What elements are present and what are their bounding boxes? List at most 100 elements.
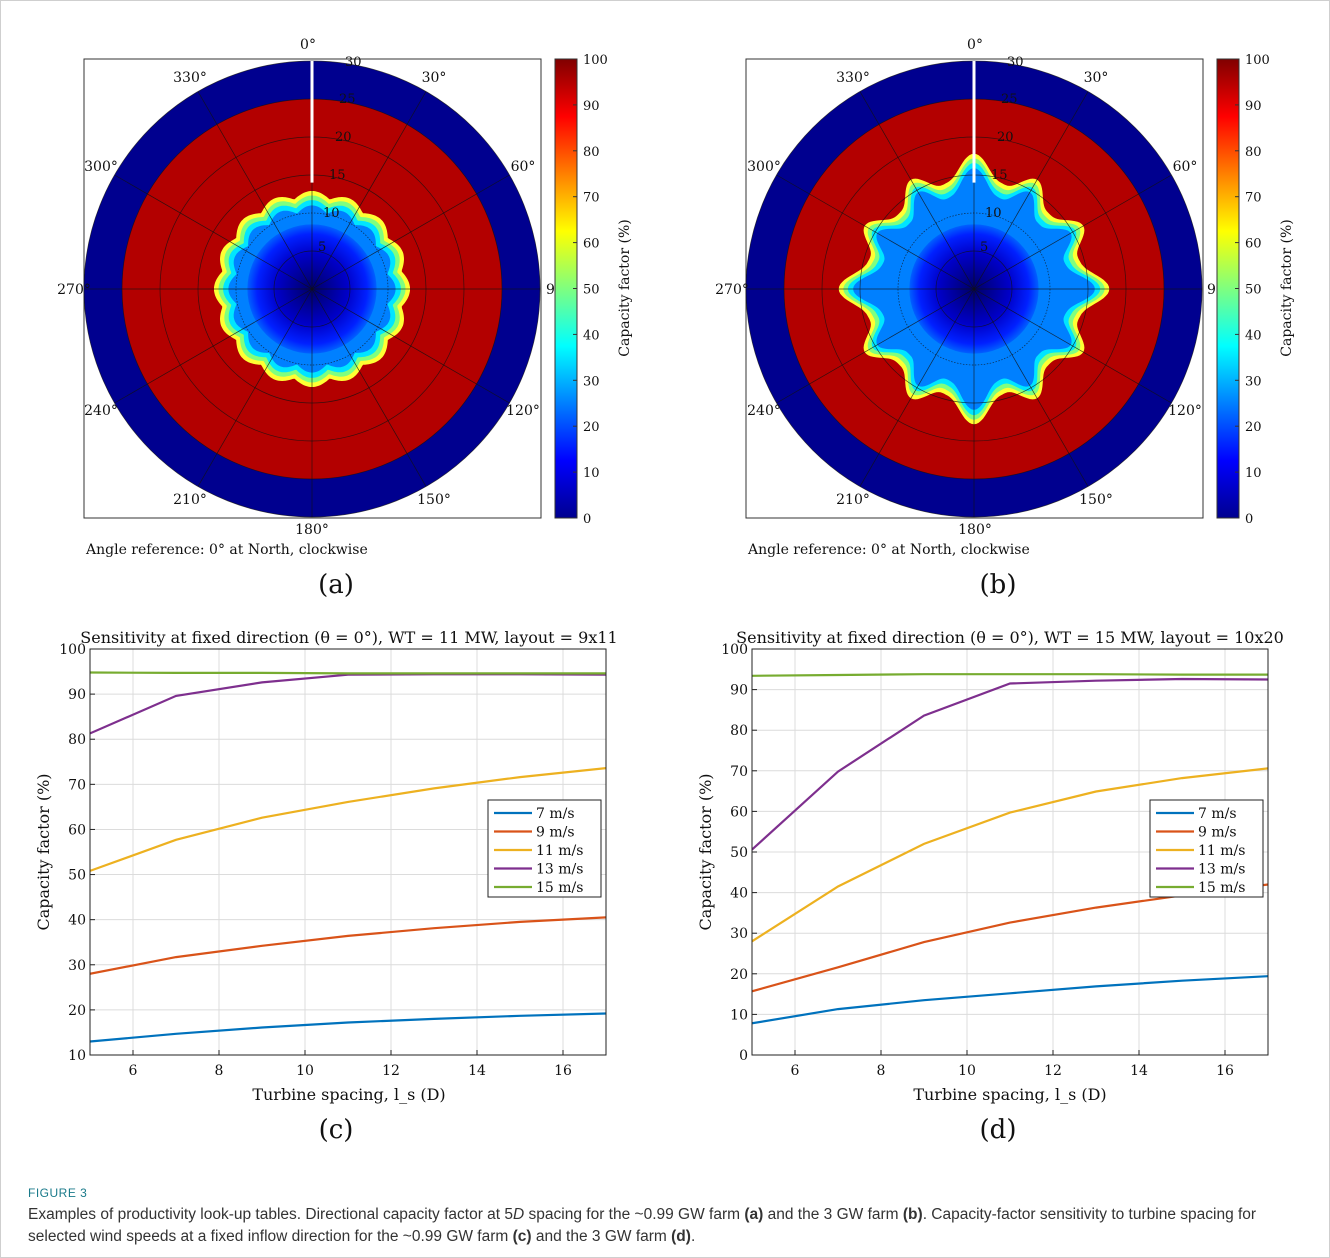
series-line-11ms [90,767,606,872]
polar-grid-spoke [197,91,313,290]
chart-c-title: Sensitivity at fixed direction (θ = 0°),… [80,628,617,647]
polar-a-angle-330: 330° [173,70,207,86]
y-tick-label: 30 [730,926,748,942]
series-line-15ms [752,673,1268,677]
series-line-7ms [90,1012,606,1043]
polar-a-radial-15: 15 [329,168,346,183]
polar-b-angle-30: 30° [1084,70,1109,86]
polar-b-radial-15: 15 [991,168,1008,183]
colorbar-tick-label: 40 [583,328,600,343]
legend-label: 15 m/s [536,880,583,896]
colorbar-a-label: Capacity factor (%) [617,219,633,356]
polar-a-angle-270: 270° [57,282,91,298]
polar-a-angle-300: 300° [84,159,118,175]
x-tick-label: 14 [1130,1063,1148,1079]
series-line-9ms [90,916,606,975]
polar-a-plot [83,60,541,518]
colorbar-tick-label: 80 [583,145,600,160]
chart-d-ylabel: Capacity factor (%) [696,773,715,930]
y-tick-label: 60 [730,804,748,820]
series-line-11ms [752,767,1268,943]
y-tick-label: 10 [730,1007,748,1023]
colorbar-tick-label: 20 [583,420,600,435]
polar-b-angle-0: 0° [967,37,983,53]
legend-label: 13 m/s [1198,862,1245,878]
y-tick-label: 20 [68,1003,86,1019]
chart-c-ylabel: Capacity factor (%) [34,773,53,930]
polar-b-angle-240: 240° [747,403,781,419]
polar-a-radial-20: 20 [335,130,352,145]
polar-grid-spoke [973,288,1172,404]
series-line-13ms [752,677,1268,851]
colorbar-tick-label: 90 [1245,99,1262,114]
panel-label-a: (a) [318,570,354,600]
colorbar-tick-label: 10 [583,466,600,481]
polar-b-angle-150: 150° [1079,492,1113,508]
x-tick-label: 14 [468,1063,486,1079]
polar-a-angle-150: 150° [417,492,451,508]
polar-a-angle-210: 210° [173,492,207,508]
legend-label: 7 m/s [1198,806,1237,822]
polar-b-angle-180: 180° [958,522,992,538]
x-tick-label: 12 [382,1063,400,1079]
polar-b-angle-330: 330° [836,70,870,86]
polar-b-radial-5: 5 [980,240,988,255]
x-tick-label: 8 [877,1063,886,1079]
polar-north-gap [972,61,976,183]
polar-b-note: Angle reference: 0° at North, clockwise [747,542,1030,558]
polar-b-angle-120: 120° [1168,403,1202,419]
chart-d-plot: 6 8 10 12 14 16 0 10 20 30 40 50 60 70 80 90 100 7 m/s 9 m… [721,642,1269,1079]
polar-b-angle-300: 300° [747,159,781,175]
series-line-15ms [90,671,606,675]
x-tick-label: 16 [1216,1063,1234,1079]
y-tick-label: 90 [730,683,748,699]
polar-a-angle-0: 0° [300,37,316,53]
polar-a-radial-5: 5 [318,240,326,255]
colorbar-tick-label: 30 [583,374,600,389]
colorbar-b-ticks: 0 10 20 30 40 50 60 70 80 90 100 [1235,53,1270,527]
panel-label-c: (c) [319,1115,354,1145]
polar-a-radial-10: 10 [323,206,340,221]
polar-north-gap [310,61,314,183]
polar-b-radial-30: 30 [1007,55,1024,70]
legend-label: 15 m/s [1198,880,1245,896]
legend: 7 m/s 9 m/s 11 m/s 13 m/s 15 m/s [487,799,602,898]
polar-b-radial-25: 25 [1001,92,1018,107]
polar-a-angle-180: 180° [295,522,329,538]
polar-b-angle-210: 210° [836,492,870,508]
legend-label: 9 m/s [1198,825,1237,841]
colorbar-b-label: Capacity factor (%) [1279,219,1295,356]
colorbar-tick-label: 60 [583,237,600,252]
y-tick-label: 100 [59,642,86,658]
polar-b-radial-20: 20 [997,130,1014,145]
x-tick-label: 16 [554,1063,572,1079]
chart-c-xlabel: Turbine spacing, l_s (D) [252,1085,445,1104]
figure-canvas: 0° 30° 60° 90° 120° 150° 180° 210° 240° … [34,37,1295,1145]
y-tick-label: 30 [68,958,86,974]
legend-label: 9 m/s [536,825,575,841]
legend: 7 m/s 9 m/s 11 m/s 13 m/s 15 m/s [1149,799,1264,898]
polar-grid-spoke [859,91,975,290]
y-tick-label: 20 [730,967,748,983]
colorbar-tick-label: 30 [1245,374,1262,389]
colorbar-tick-label: 100 [583,53,608,68]
colorbar-tick-label: 0 [583,512,591,527]
x-tick-label: 6 [129,1063,138,1079]
colorbar-tick-label: 50 [583,283,600,298]
colorbar-tick-label: 40 [1245,328,1262,343]
x-tick-label: 10 [296,1063,314,1079]
caption-text: Examples of productivity look-up tables.… [28,1206,1257,1245]
polar-grid-spoke [114,288,313,404]
y-tick-label: 100 [721,642,748,658]
colorbar-tick-label: 10 [1245,466,1262,481]
polar-grid-spoke [859,288,975,487]
chart-d-xlabel: Turbine spacing, l_s (D) [913,1085,1106,1104]
polar-a-angle-240: 240° [84,403,118,419]
y-tick-label: 40 [730,886,748,902]
polar-grid-spoke [973,288,1089,487]
polar-a-radial-25: 25 [339,92,356,107]
y-tick-label: 70 [730,764,748,780]
y-tick-label: 80 [730,723,748,739]
polar-a-angle-30: 30° [422,70,447,86]
colorbar-tick-label: 70 [583,191,600,206]
